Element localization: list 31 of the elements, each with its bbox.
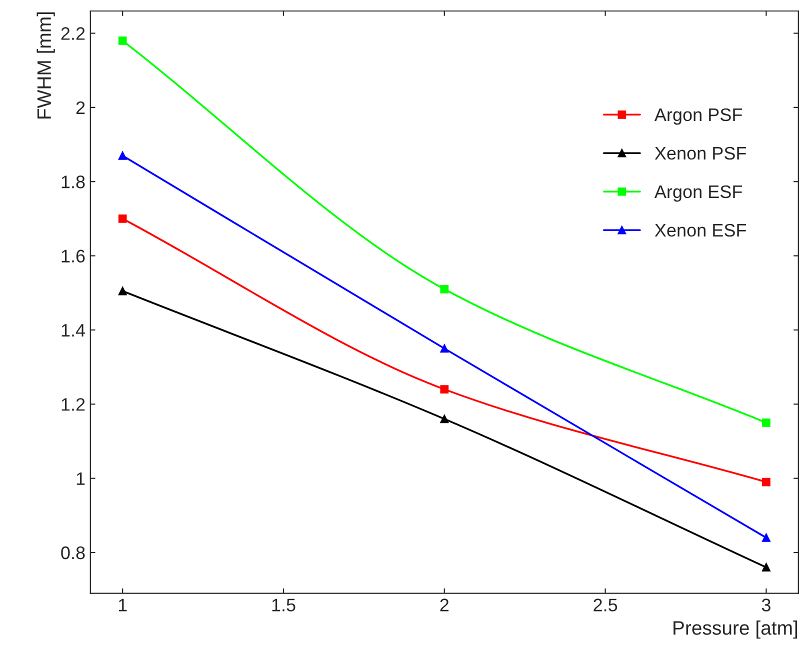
y-tick-label: 1.8	[62, 176, 85, 188]
point	[440, 344, 449, 353]
x-tick-label: 2.5	[594, 598, 618, 612]
y-tick-label: 2.2	[61, 27, 85, 40]
y-tick-label: 1.2	[62, 398, 85, 411]
x-tick-label: 1	[118, 598, 127, 612]
y-tick-label: 2	[76, 101, 85, 114]
point	[118, 286, 127, 296]
y-tick-label: 1	[76, 472, 85, 485]
point	[118, 36, 127, 45]
x-tick-label: 1.5	[272, 598, 296, 612]
legend-label: Argon PSF	[654, 108, 742, 125]
point	[440, 385, 449, 394]
y-axis-title: FWHM [mm]	[36, 12, 55, 118]
point	[762, 418, 770, 427]
x-axis-title: Pressure [atm]	[674, 620, 798, 639]
point	[762, 563, 770, 572]
x-tick-label: 3	[762, 598, 770, 612]
point	[762, 534, 770, 542]
legend-label: Argon ESF	[654, 185, 742, 202]
point	[118, 214, 127, 223]
legend-label: Xenon PSF	[654, 146, 746, 160]
point	[118, 151, 127, 160]
legend-label: Xenon ESF	[654, 224, 746, 237]
point	[440, 285, 449, 294]
x-tick-label: 2	[440, 598, 449, 612]
point	[440, 414, 449, 424]
y-tick-label: 0.8	[61, 546, 85, 560]
y-tick-label: 1.4	[62, 324, 86, 337]
y-tick-label: 1.6	[62, 250, 85, 263]
point	[762, 478, 770, 486]
